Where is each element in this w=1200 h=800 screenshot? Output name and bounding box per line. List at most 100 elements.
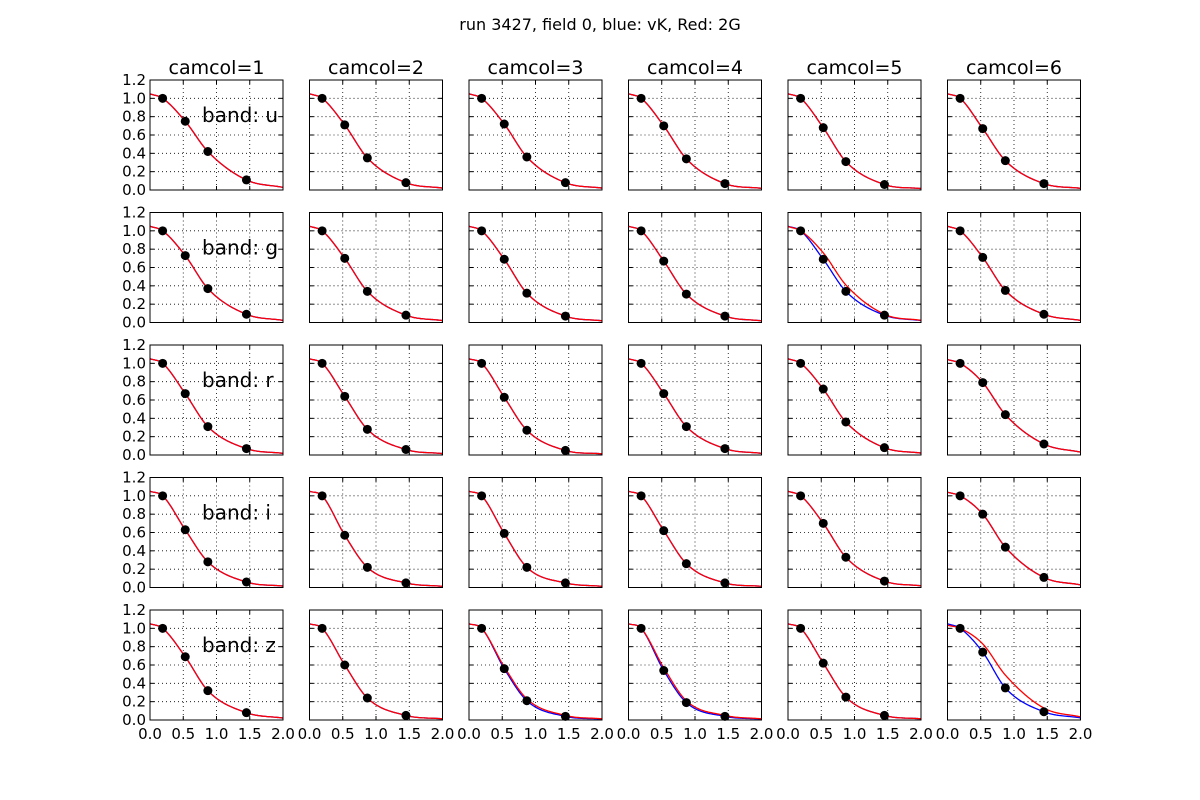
series-line-2G bbox=[309, 623, 443, 720]
y-tick-label: 0.8 bbox=[122, 240, 146, 258]
x-tick-label: 0.5 bbox=[809, 725, 833, 743]
data-point bbox=[158, 358, 168, 368]
series-line-2G bbox=[788, 358, 921, 454]
subplot-r1-c2: camcol=2 bbox=[309, 57, 443, 191]
x-tick-label: 0.0 bbox=[457, 725, 481, 743]
y-tick-label: 0.6 bbox=[122, 656, 146, 674]
series-line-vK bbox=[947, 93, 1081, 189]
subplot-r4-c2 bbox=[309, 477, 443, 588]
data-point bbox=[955, 623, 965, 633]
series-line-vK bbox=[469, 225, 602, 322]
data-point bbox=[499, 119, 509, 129]
data-point bbox=[499, 254, 509, 264]
data-point bbox=[681, 289, 691, 299]
series-line-2G bbox=[947, 225, 1081, 322]
subplot-r1-c6: camcol=6 bbox=[947, 57, 1081, 191]
y-tick-label: 0.4 bbox=[122, 277, 146, 295]
data-point bbox=[158, 226, 168, 236]
y-tick-label: 0.6 bbox=[122, 391, 146, 409]
data-point bbox=[636, 93, 646, 103]
data-point bbox=[560, 178, 570, 188]
subplot-r2-c3 bbox=[468, 212, 603, 323]
series-line-vK bbox=[788, 490, 921, 587]
data-point bbox=[401, 710, 411, 720]
y-tick-label: 1.0 bbox=[122, 354, 146, 372]
subplot-r4-c5 bbox=[787, 477, 922, 588]
subplot-r4-c1: 0.00.20.40.60.81.01.2 band: i bbox=[122, 469, 284, 597]
data-point bbox=[818, 254, 828, 264]
data-point bbox=[401, 578, 411, 588]
x-tick-label: 1.0 bbox=[843, 725, 867, 743]
series-line-2G bbox=[788, 93, 921, 190]
data-point bbox=[241, 309, 251, 319]
x-tick-label: 2.0 bbox=[750, 725, 774, 743]
y-tick-label: 0.2 bbox=[122, 560, 146, 578]
row-label: band: g bbox=[202, 236, 278, 260]
y-tick-label: 0.0 bbox=[122, 711, 146, 729]
series-line-2G bbox=[469, 490, 602, 587]
series-line-2G bbox=[150, 225, 283, 322]
series-line-vK bbox=[628, 225, 762, 322]
data-point bbox=[158, 491, 168, 501]
data-point bbox=[955, 491, 965, 501]
row-label: band: i bbox=[202, 501, 271, 525]
data-point bbox=[241, 175, 251, 185]
data-point bbox=[1039, 707, 1049, 717]
x-tick-label: 1.0 bbox=[683, 725, 707, 743]
data-point bbox=[681, 698, 691, 708]
column-title: camcol=2 bbox=[328, 57, 424, 79]
data-point bbox=[158, 623, 168, 633]
series-line-2G bbox=[788, 490, 921, 587]
data-point bbox=[1039, 179, 1049, 189]
data-point bbox=[720, 444, 730, 454]
data-point bbox=[317, 226, 327, 236]
y-tick-label: 0.8 bbox=[122, 505, 146, 523]
series-line-vK bbox=[947, 623, 1081, 719]
row-label: band: z bbox=[202, 633, 276, 657]
series-line-2G bbox=[628, 93, 762, 189]
series-line-vK bbox=[788, 93, 921, 190]
data-point bbox=[158, 93, 168, 103]
y-tick-label: 1.2 bbox=[122, 71, 146, 89]
data-point bbox=[362, 424, 372, 434]
data-point bbox=[560, 311, 570, 321]
data-point bbox=[955, 93, 965, 103]
y-tick-label: 1.2 bbox=[122, 469, 146, 487]
series-line-2G bbox=[947, 491, 1081, 586]
data-point bbox=[1039, 309, 1049, 319]
x-tick-label: 1.0 bbox=[1002, 725, 1026, 743]
data-point bbox=[841, 692, 851, 702]
data-point bbox=[955, 358, 965, 368]
subplot-r5-c4: 0.0 0.5 1.0 1.5 2.0 bbox=[617, 609, 774, 743]
column-title: camcol=3 bbox=[488, 57, 584, 79]
x-tick-label: 2.0 bbox=[271, 725, 295, 743]
x-tick-label: 0.0 bbox=[138, 725, 162, 743]
data-point bbox=[522, 696, 532, 706]
data-point bbox=[720, 311, 730, 321]
data-point bbox=[340, 530, 350, 540]
subplot-r2-c1: 0.00.20.40.60.81.01.2 band: g bbox=[122, 204, 284, 332]
data-point bbox=[499, 392, 509, 402]
data-point bbox=[477, 226, 487, 236]
data-point bbox=[317, 491, 327, 501]
y-tick-label: 0.2 bbox=[122, 693, 146, 711]
data-point bbox=[636, 358, 646, 368]
y-tick-label: 1.0 bbox=[122, 222, 146, 240]
series-line-2G bbox=[309, 225, 443, 322]
data-point bbox=[180, 251, 190, 261]
series-line-2G bbox=[947, 624, 1081, 718]
data-point bbox=[522, 425, 532, 435]
data-point bbox=[879, 310, 889, 320]
y-tick-label: 0.8 bbox=[122, 638, 146, 656]
column-title: camcol=4 bbox=[647, 57, 743, 79]
y-tick-label: 1.0 bbox=[122, 487, 146, 505]
data-point bbox=[362, 693, 372, 703]
subplot-r4-c4 bbox=[628, 477, 762, 588]
series-line-2G bbox=[150, 358, 283, 454]
data-point bbox=[203, 147, 213, 156]
x-tick-label: 1.5 bbox=[397, 725, 421, 743]
x-tick-label: 2.0 bbox=[431, 725, 455, 743]
data-point bbox=[477, 93, 487, 103]
y-tick-label: 0.6 bbox=[122, 259, 146, 277]
data-point bbox=[522, 152, 532, 162]
